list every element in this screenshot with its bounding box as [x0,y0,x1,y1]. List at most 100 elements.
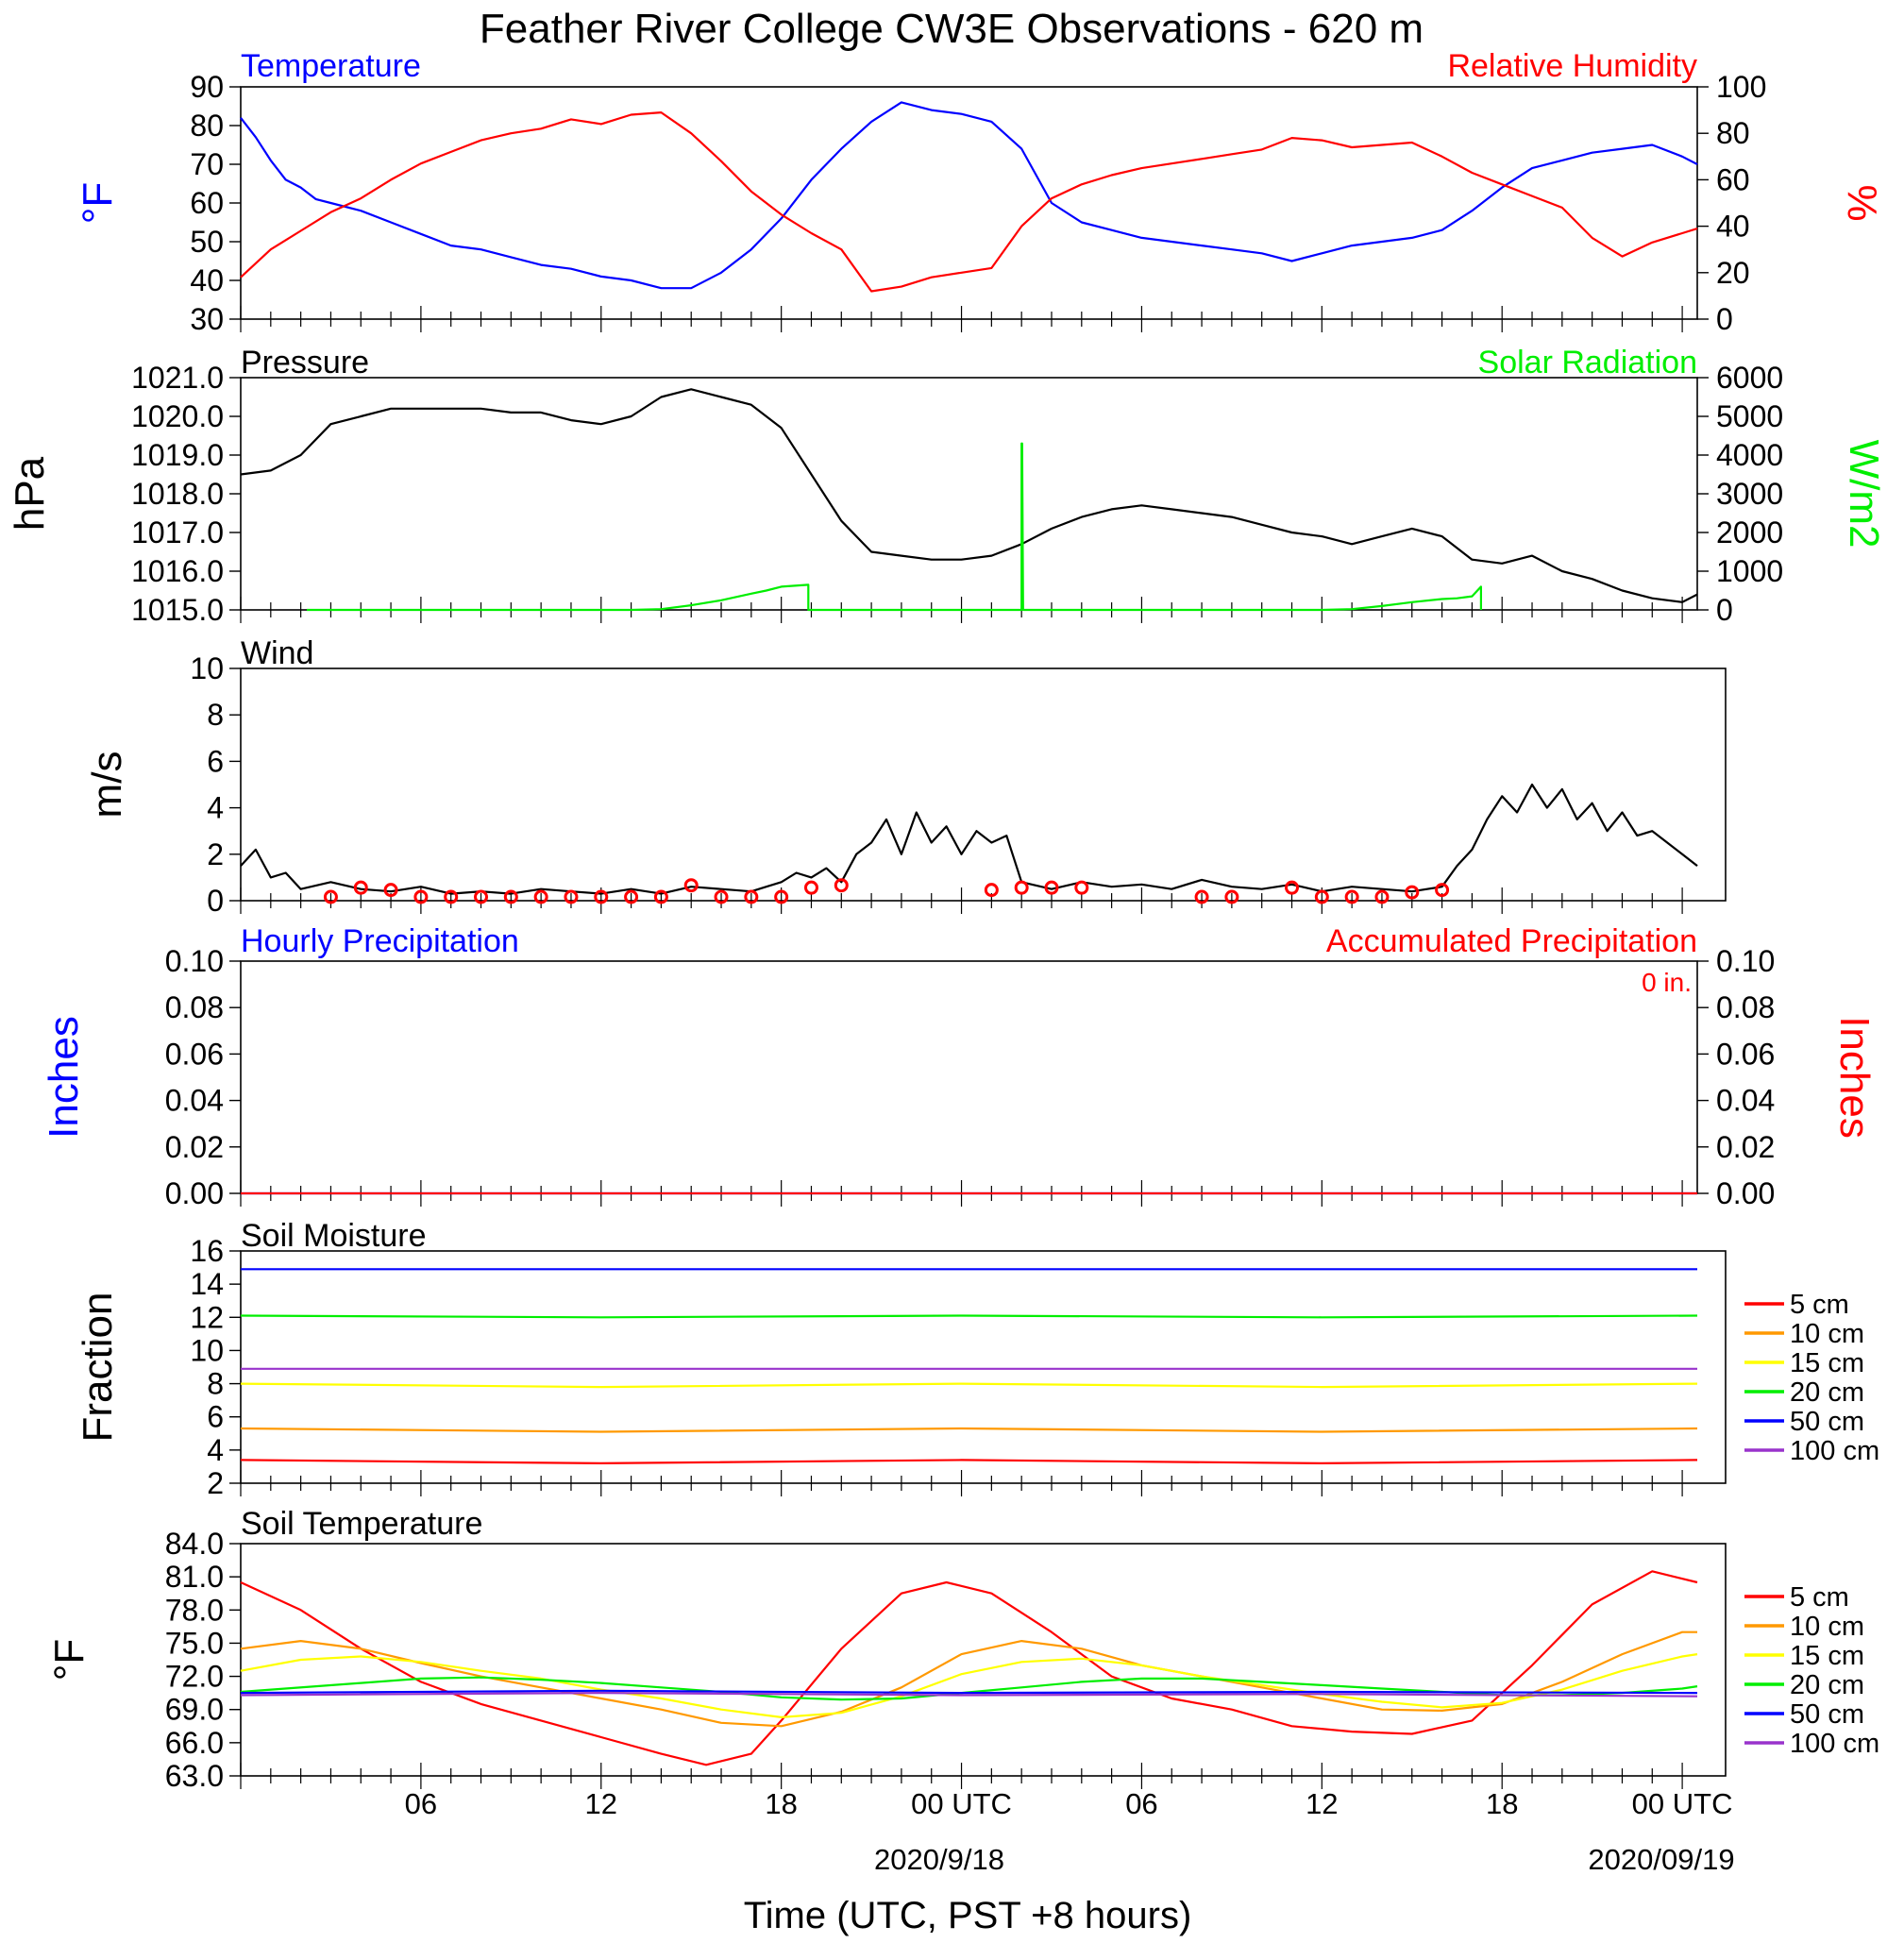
ylabel-temperature: °F [75,182,121,224]
figure-title: Feather River College CW3E Observations … [480,6,1424,52]
x-date-1: 2020/9/18 [874,1843,1004,1876]
wind-calm-marker [564,889,579,904]
y-tick-label-right: 20 [1716,256,1750,290]
wind-calm-marker [714,889,729,904]
y-tick-label: 63.0 [165,1759,224,1793]
wind-calm-marker [323,889,338,904]
wind-calm-marker [803,880,818,895]
wind-calm-marker [503,889,518,904]
y-tick-label: 81.0 [165,1560,224,1594]
ylabel-pressure: hPa [7,456,53,531]
wind-calm-marker [683,878,699,893]
y-tick-label: 1020.0 [131,399,224,433]
legend-label: 20 cm [1790,1670,1864,1700]
series-temperature [240,101,1698,290]
wind-calm-marker [744,889,759,904]
panel-title-hourly-precip: Hourly Precipitation [241,923,519,959]
series-15-cm [240,1653,1698,1718]
y-tick-label: 84.0 [165,1527,224,1561]
y-tick-label: 0.02 [165,1130,224,1164]
y-tick-label-right: 0 [1716,302,1733,336]
y-tick-label: 0.10 [165,944,224,978]
y-tick-label-right: 0 [1716,593,1733,627]
y-tick-label-right: 0.08 [1716,990,1775,1024]
panel-title-soil-moisture: Soil Moisture [241,1218,427,1254]
y-tick-label: 1019.0 [131,438,224,472]
panel-title-temperature: Temperature [241,48,421,84]
y-tick-label: 0.08 [165,990,224,1024]
y-tick-label: 30 [190,302,224,336]
y-tick-label: 80 [190,109,224,143]
panel-frame-wind [240,667,1727,902]
y-tick-label-right: 2000 [1716,515,1783,549]
x-date-2: 2020/09/19 [1588,1843,1734,1876]
series-5-cm [240,1459,1698,1464]
wind-calm-marker [444,889,459,904]
x-tick-label: 18 [1486,1787,1518,1820]
precip-accum-annotation: 0 in. [1642,968,1692,997]
y-tick-label-right: 5000 [1716,399,1783,433]
legend-label: 50 cm [1790,1699,1864,1730]
x-tick-label: 06 [1125,1787,1157,1820]
wind-calm-marker [834,878,849,893]
y-tick-label: 14 [190,1267,224,1301]
panel-title-solar: Solar Radiation [1478,345,1697,380]
legend-label: 15 cm [1790,1641,1864,1671]
series-pressure [240,388,1698,603]
y-tick-label: 4 [207,791,224,825]
wind-calm-marker [1224,889,1239,904]
chart-marks: 304050607080900204060801001015.01016.010… [131,70,1879,1820]
wind-calm-marker [1074,880,1089,895]
y-tick-label: 6 [207,744,224,778]
y-tick-label: 8 [207,1367,224,1401]
legend-label: 15 cm [1790,1348,1864,1378]
y-tick-label: 0.00 [165,1176,224,1210]
panel-title-accum-precip: Accumulated Precipitation [1326,923,1697,959]
y-tick-label-right: 80 [1716,116,1750,150]
y-tick-label: 1015.0 [131,593,224,627]
series-100-cm [240,1692,1698,1698]
x-tick-label: 06 [405,1787,437,1820]
series-5-cm [240,1570,1698,1766]
y-tick-label: 1016.0 [131,554,224,588]
wind-calm-marker [1044,880,1059,895]
y-tick-label: 2 [207,837,224,871]
wind-calm-marker [653,889,668,904]
y-tick-label-right: 6000 [1716,361,1783,395]
wind-calm-marker [1344,889,1359,904]
y-tick-label: 78.0 [165,1593,224,1627]
wind-calm-marker [774,889,789,904]
y-tick-label-right: 4000 [1716,438,1783,472]
wind-calm-marker [1285,880,1300,895]
legend-label: 5 cm [1790,1290,1849,1320]
series-15-cm [240,1382,1698,1389]
series-50-cm [240,1689,1698,1695]
y-tick-label: 0.06 [165,1037,224,1071]
y-tick-label-right: 60 [1716,162,1750,196]
legend-label: 10 cm [1790,1319,1864,1349]
wind-calm-marker [413,889,429,904]
x-tick-label: 00 UTC [911,1787,1012,1820]
wind-calm-marker [624,889,639,904]
y-tick-label: 2 [207,1466,224,1500]
panel-frame-soil-temperature [240,1543,1727,1777]
y-tick-label: 16 [190,1234,224,1268]
y-tick-label: 66.0 [165,1726,224,1760]
series-relative-humidity [240,111,1698,293]
legend-label: 10 cm [1790,1612,1864,1642]
y-tick-label: 8 [207,698,224,732]
y-tick-label: 1017.0 [131,515,224,549]
y-tick-label: 4 [207,1433,224,1467]
legend-label: 5 cm [1790,1582,1849,1613]
y-tick-label: 90 [190,70,224,104]
wind-calm-marker [594,889,609,904]
series-wind [240,783,1698,895]
panel-title-wind: Wind [241,635,313,671]
y-tick-label-right: 0.04 [1716,1084,1775,1118]
wind-calm-marker [1374,889,1390,904]
ylabel-wind: m/s [84,752,130,819]
series-20-cm [240,1314,1698,1319]
ylabel-soil-moisture: Fraction [75,1293,121,1443]
